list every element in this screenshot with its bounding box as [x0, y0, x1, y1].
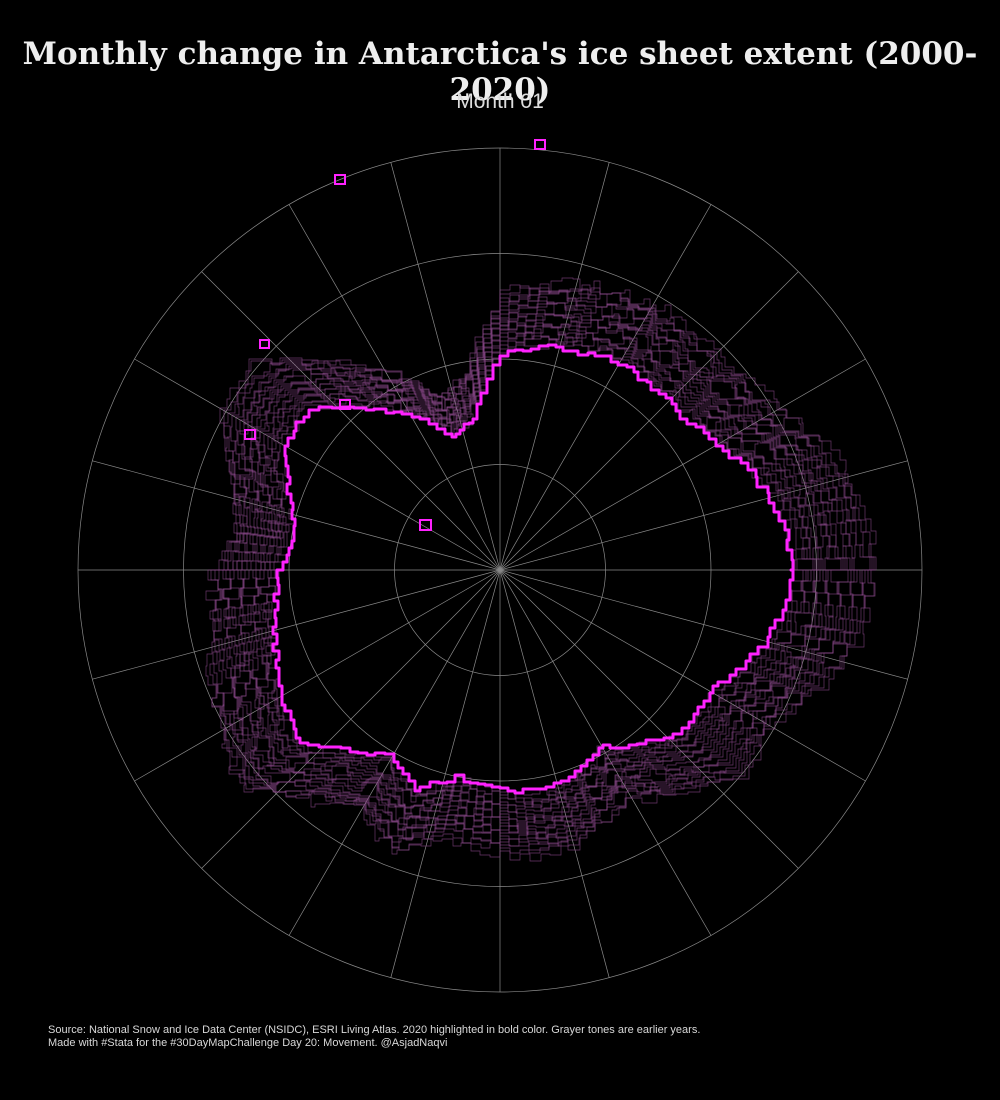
graticule-meridian — [390, 162, 501, 571]
graticule-meridian — [499, 460, 908, 571]
month-subtitle: Month 01 — [456, 90, 544, 113]
graticule-meridian — [201, 569, 501, 869]
earlier-year-outline — [239, 313, 834, 827]
earlier-year-outline — [239, 309, 842, 830]
graticule-meridian — [499, 569, 610, 978]
earlier-year-outline — [242, 315, 828, 824]
page-title: Monthly change in Antarctica's ice sheet… — [22, 36, 978, 108]
earlier-year-outline — [262, 335, 808, 805]
fragment-2020 — [334, 174, 346, 185]
earlier-year-outline — [219, 289, 864, 847]
earlier-year-outline — [252, 323, 819, 813]
graticule-meridian — [201, 271, 501, 571]
graticule-meridian — [499, 569, 908, 680]
credit-note: Made with #Stata for the #30DayMapChalle… — [48, 1037, 448, 1049]
fragment-2020 — [419, 519, 432, 531]
graticule-meridian — [499, 271, 799, 571]
graticule-meridian — [499, 204, 712, 571]
earlier-year-outline — [234, 312, 844, 834]
fragment-2020 — [339, 399, 351, 410]
earlier-year-outline — [226, 302, 852, 840]
outline-2020 — [271, 343, 795, 795]
graticule-meridian — [288, 204, 501, 571]
fragment-2020 — [244, 429, 256, 440]
fragment-2020 — [259, 339, 270, 349]
earlier-year-outline — [222, 297, 858, 841]
graticule-meridian — [499, 569, 799, 869]
earlier-year-outline — [213, 288, 871, 851]
earlier-year-outline — [223, 296, 857, 839]
earlier-years-extent — [205, 277, 877, 862]
earlier-year-outline — [230, 301, 849, 835]
graticule-meridian — [92, 569, 501, 680]
graticule-meridian — [134, 569, 501, 782]
graticule-meridian — [499, 162, 610, 571]
earlier-year-outline — [205, 277, 877, 862]
fragment-2020 — [534, 139, 546, 150]
graticule-meridian — [390, 569, 501, 978]
earlier-year-outline — [212, 283, 873, 849]
graticule-meridian — [134, 358, 501, 571]
source-note: Source: National Snow and Ice Data Cente… — [48, 1024, 701, 1036]
graticule-meridian — [499, 358, 866, 571]
earlier-year-outline — [260, 331, 814, 808]
graticule-meridian — [92, 460, 501, 571]
earlier-year-outline — [252, 322, 820, 815]
footer-notes: Source: National Snow and Ice Data Cente… — [48, 1024, 700, 1050]
graticule-meridian — [499, 569, 866, 782]
graticule-meridian — [499, 569, 712, 936]
ice-extent-2020 — [244, 139, 795, 795]
